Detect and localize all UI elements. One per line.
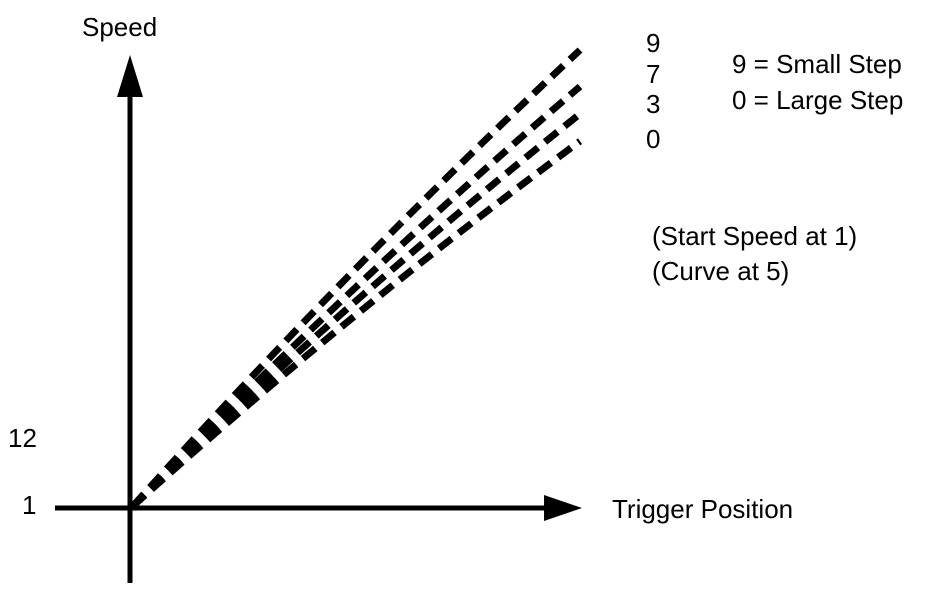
- series-label-9: 9: [646, 28, 660, 58]
- series-lines: [130, 47, 583, 509]
- legend: 9 = Small Step 0 = Large Step: [732, 49, 903, 115]
- y-axis-label: Speed: [82, 12, 157, 42]
- series-line-0: [130, 138, 583, 509]
- y-axis-arrowhead: [117, 55, 143, 97]
- y-tick-label-12: 12: [8, 423, 37, 453]
- series-label-0: 0: [646, 124, 660, 154]
- axes: [55, 55, 582, 583]
- legend-entry-small-step: 9 = Small Step: [732, 49, 902, 79]
- annotation-curve: (Curve at 5): [652, 256, 789, 286]
- x-axis-arrowhead: [544, 495, 582, 521]
- legend-entry-large-step: 0 = Large Step: [732, 85, 903, 115]
- x-axis-label: Trigger Position: [612, 494, 793, 524]
- series-label-3: 3: [646, 89, 660, 119]
- y-tick-label-1: 1: [22, 490, 36, 520]
- annotations: (Start Speed at 1) (Curve at 5): [652, 221, 857, 286]
- series-label-7: 7: [646, 59, 660, 89]
- annotation-start-speed: (Start Speed at 1): [652, 221, 857, 251]
- series-line-9: [130, 47, 583, 509]
